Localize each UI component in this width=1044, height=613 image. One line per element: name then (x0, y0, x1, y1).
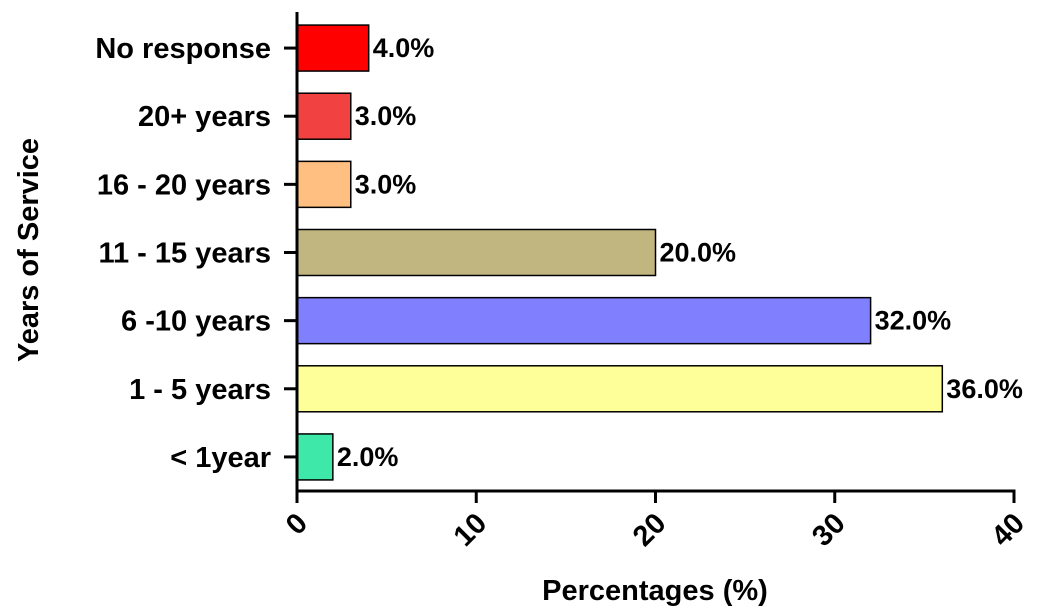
value-label-6-10-years: 32.0% (875, 306, 952, 336)
bar-11-15-years (296, 228, 657, 277)
bar-no-response (296, 24, 370, 72)
bars-layer (296, 24, 944, 481)
axes-layer: No response 20+ years 16 - 20 years 11 - 15… (95, 12, 1031, 553)
x-tick-label-20: 20 (627, 507, 672, 552)
x-tick-label-40: 40 (986, 507, 1031, 552)
x-tick-label-0: 0 (280, 507, 314, 541)
bar-6-10-years (296, 296, 872, 345)
category-label-no-response: No response (95, 33, 271, 65)
value-label-1year: 2.0% (337, 442, 399, 472)
value-label-11-15-years: 20.0% (660, 238, 737, 268)
bar-20-years (296, 92, 352, 140)
category-label-16-20-years: 16 - 20 years (97, 169, 271, 201)
bar-1year (296, 433, 334, 481)
category-label-20-years: 20+ years (138, 101, 271, 133)
value-label-1-5-years: 36.0% (946, 374, 1023, 404)
category-label-1-5-years: 1 - 5 years (129, 374, 271, 406)
category-label-11-15-years: 11 - 15 years (98, 238, 271, 270)
value-label-20-years: 3.0% (355, 101, 417, 131)
category-label-1year: < 1year (170, 442, 271, 474)
value-label-16-20-years: 3.0% (355, 169, 417, 199)
category-label-6-10-years: 6 -10 years (121, 306, 271, 338)
bar-16-20-years (296, 160, 352, 209)
x-tick-label-10: 10 (448, 507, 493, 552)
y-axis-title: Years of Service (13, 138, 45, 362)
x-axis-title: Percentages (%) (542, 575, 768, 607)
bar-1-5-years (296, 365, 944, 413)
value-labels-layer: 4.0% 3.0% 3.0% 20.0% 32.0% 36.0% 2.0% (337, 33, 1023, 472)
x-tick-label-30: 30 (806, 507, 851, 552)
value-label-no-response: 4.0% (373, 33, 435, 63)
